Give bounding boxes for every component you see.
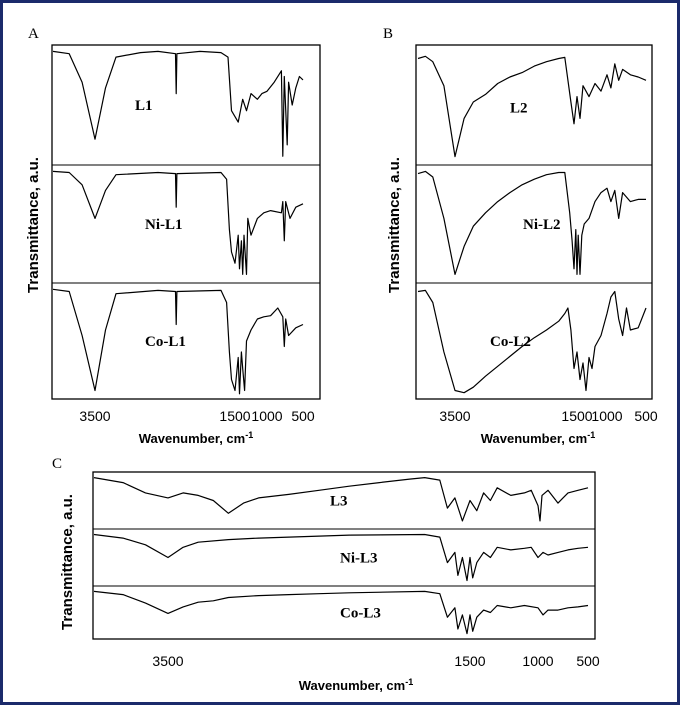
trace-label-ni-l2: Ni-L2 <box>523 217 561 233</box>
panel-c-plot-area <box>92 471 596 640</box>
x-tick-label-3500: 3500 <box>439 408 470 424</box>
x-tick-label-500: 500 <box>634 408 658 424</box>
trace-label-l2: L2 <box>510 101 528 117</box>
trace-l2 <box>417 55 647 158</box>
panel-b-ylabel: Transmittance, a.u. <box>386 157 403 293</box>
panel-a-trace-labels: L1 Ni-L1 Co-L1 <box>135 98 186 350</box>
trace-ni-l3 <box>93 533 589 582</box>
panel-c-letter: C <box>52 456 62 472</box>
trace-ni-l1 <box>52 170 304 275</box>
panel-c-traces <box>93 477 589 635</box>
trace-label-ni-l1: Ni-L1 <box>145 217 183 233</box>
panel-a-plot-area <box>51 44 321 400</box>
x-tick-label-1500: 1500 <box>454 653 485 669</box>
panel-a: A Transmittance, a.u. L1 Ni-L1 Co-L1 3500 1… <box>25 26 321 446</box>
x-tick-label-1000: 1000 <box>591 408 622 424</box>
trace-l1 <box>52 50 304 157</box>
panel-c-xlabel: Wavenumber, cm-1 <box>299 677 413 693</box>
trace-label-l1: L1 <box>135 98 153 114</box>
panel-c-x-ticks: 3500 1500 1000 500 <box>152 653 599 669</box>
panel-b: B Transmittance, a.u. L2 Ni-L2 Co-L2 3500 1… <box>383 26 658 446</box>
panel-c-trace-labels: L3 Ni-L3 Co-L3 <box>330 494 381 622</box>
trace-co-l2 <box>417 289 647 394</box>
x-tick-label-3500: 3500 <box>79 408 110 424</box>
panel-b-trace-labels: L2 Ni-L2 Co-L2 <box>490 101 561 351</box>
x-tick-label-1500: 1500 <box>561 408 592 424</box>
trace-label-ni-l3: Ni-L3 <box>340 551 378 567</box>
trace-label-l3: L3 <box>330 494 348 510</box>
panel-b-traces <box>417 55 647 394</box>
panel-a-baselines <box>52 164 320 284</box>
trace-co-l1 <box>52 288 304 395</box>
x-tick-label-1000: 1000 <box>251 408 282 424</box>
panel-c: C Transmittance, a.u. L3 Ni-L3 Co-L3 3500 1… <box>52 456 600 693</box>
trace-label-co-l1: Co-L1 <box>145 334 186 350</box>
panel-b-xlabel: Wavenumber, cm-1 <box>481 430 595 446</box>
trace-ni-l2 <box>417 170 646 275</box>
panel-a-ylabel: Transmittance, a.u. <box>25 157 42 293</box>
x-tick-label-500: 500 <box>291 408 315 424</box>
x-tick-label-1500: 1500 <box>219 408 250 424</box>
panel-c-baselines <box>93 528 595 587</box>
panel-b-plot-area <box>415 44 653 400</box>
panel-a-x-ticks: 3500 1500 1000 500 <box>79 408 314 424</box>
x-tick-label-3500: 3500 <box>152 653 183 669</box>
panel-a-letter: A <box>28 26 39 42</box>
panel-a-xlabel: Wavenumber, cm-1 <box>139 430 253 446</box>
panel-c-ylabel: Transmittance, a.u. <box>59 494 76 630</box>
x-tick-label-500: 500 <box>576 653 600 669</box>
trace-label-co-l3: Co-L3 <box>340 606 381 622</box>
panel-b-baselines <box>416 164 652 284</box>
panel-a-traces <box>52 50 304 395</box>
trace-label-co-l2: Co-L2 <box>490 334 531 350</box>
trace-l3 <box>93 477 589 522</box>
trace-co-l3 <box>93 590 589 635</box>
x-tick-label-1000: 1000 <box>522 653 553 669</box>
panel-b-letter: B <box>383 26 393 42</box>
